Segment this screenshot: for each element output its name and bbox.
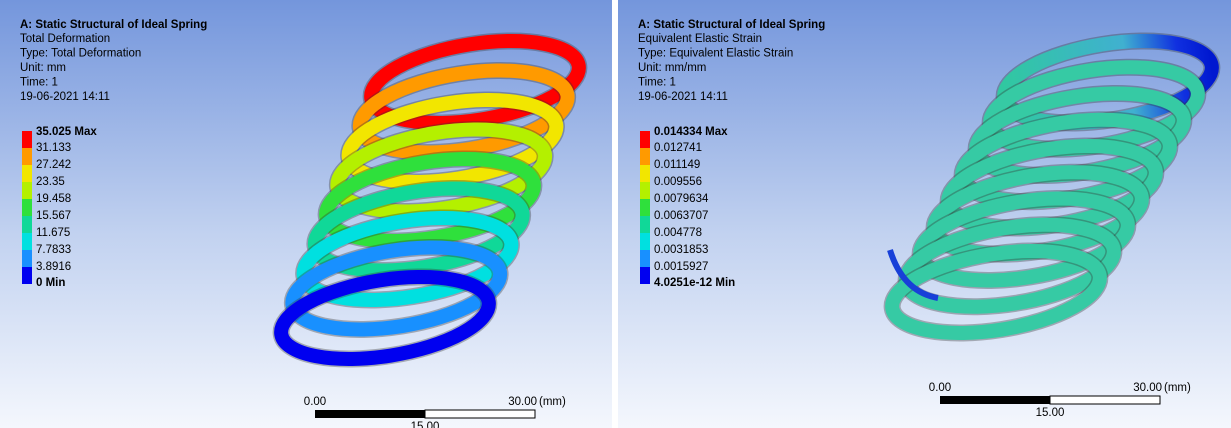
legend-swatch — [640, 250, 650, 267]
result-info: Time: 1 — [638, 77, 676, 89]
result-info: 19-06-2021 14:11 — [20, 91, 110, 103]
scale-start: 0.00 — [304, 396, 326, 408]
result-panel: A: Static Structural of Ideal Spring Equi… — [618, 0, 1231, 428]
legend-swatch — [640, 199, 650, 216]
legend-label: 0.0015927 — [654, 261, 708, 273]
legend-label: 0.009556 — [654, 176, 702, 188]
result-info: 19-06-2021 14:11 — [638, 91, 728, 103]
legend-label: 0.012741 — [654, 142, 702, 154]
result-info: Time: 1 — [20, 77, 58, 89]
scale-bar-black — [940, 396, 1050, 404]
legend-label: 0.011149 — [654, 159, 700, 171]
legend-swatch — [640, 148, 650, 165]
legend-swatch — [22, 131, 32, 148]
legend-label: 15.567 — [36, 210, 71, 222]
result-info: Type: Equivalent Elastic Strain — [638, 48, 793, 60]
result-info: Total Deformation — [20, 33, 110, 45]
legend-label: 31.133 — [36, 142, 71, 154]
scale-start: 0.00 — [929, 382, 951, 394]
legend-swatch — [640, 216, 650, 233]
scale-unit: (mm) — [539, 396, 566, 408]
legend-label: 4.0251e-12 Min — [654, 277, 735, 289]
scale-end: 30.00 — [508, 396, 537, 408]
legend-label: 19.458 — [36, 193, 71, 205]
legend-label: 3.8916 — [36, 261, 71, 273]
result-title: A: Static Structural of Ideal Spring — [20, 19, 207, 31]
result-panel: A: Static Structural of Ideal Spring Tota… — [0, 0, 612, 428]
legend-swatch — [640, 233, 650, 250]
legend-swatch — [22, 199, 32, 216]
legend-label: 0.004778 — [654, 227, 702, 239]
legend-label: 0.0079634 — [654, 193, 709, 205]
legend-label: 0 Min — [36, 277, 65, 289]
legend-label: 0.0031853 — [654, 244, 708, 256]
scale-unit: (mm) — [1164, 382, 1191, 394]
result-info: Equivalent Elastic Strain — [638, 33, 762, 45]
legend-swatch — [640, 131, 650, 148]
result-info: Type: Total Deformation — [20, 48, 141, 60]
result-info: Unit: mm — [20, 62, 66, 74]
legend-label: 35.025 Max — [36, 126, 97, 138]
legend-swatch — [640, 165, 650, 182]
result-title: A: Static Structural of Ideal Spring — [638, 19, 825, 31]
legend-swatch — [22, 148, 32, 165]
legend-label: 27.242 — [36, 159, 71, 171]
legend-label: 23.35 — [36, 176, 65, 188]
scale-mid: 15.00 — [1036, 407, 1065, 419]
legend-swatch — [22, 165, 32, 182]
legend-swatch — [22, 267, 32, 284]
result-info: Unit: mm/mm — [638, 62, 706, 74]
legend-label: 0.0063707 — [654, 210, 708, 222]
legend-swatch — [640, 267, 650, 284]
legend-label: 0.014334 Max — [654, 126, 728, 138]
scale-end: 30.00 — [1133, 382, 1162, 394]
legend-label: 11.675 — [36, 227, 70, 239]
legend-swatch — [640, 182, 650, 199]
legend-swatch — [22, 182, 32, 199]
legend-swatch — [22, 250, 32, 267]
legend-swatch — [22, 233, 32, 250]
scale-bar-white — [425, 410, 535, 418]
legend-label: 7.7833 — [36, 244, 71, 256]
scale-bar-white — [1050, 396, 1160, 404]
scale-bar-black — [315, 410, 425, 418]
scale-mid: 15.00 — [411, 421, 440, 428]
screenshot: A: Static Structural of Ideal Spring Tota… — [0, 0, 1231, 428]
legend-swatch — [22, 216, 32, 233]
